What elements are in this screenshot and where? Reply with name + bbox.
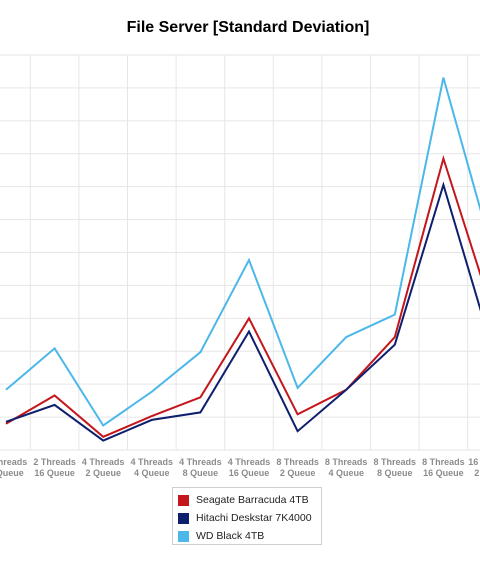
x-tick-label: 16 Queue bbox=[229, 468, 270, 478]
x-tick-label: 16 Queue bbox=[423, 468, 464, 478]
x-tick-label: 16 Queue bbox=[34, 468, 75, 478]
legend-label-wd: WD Black 4TB bbox=[196, 530, 265, 542]
x-tick-label: 4 Queue bbox=[328, 468, 364, 478]
x-tick-label: 16 Threads bbox=[468, 457, 480, 467]
legend-item-hitachi: Hitachi Deskstar 7K4000 bbox=[178, 509, 321, 527]
x-tick-label: 8 Threads bbox=[422, 457, 465, 467]
x-tick-label: 2 Queue bbox=[280, 468, 316, 478]
series-line-wd bbox=[5, 77, 480, 427]
legend: Seagate Barracuda 4TB Hitachi Deskstar 7… bbox=[172, 487, 322, 545]
series-lines bbox=[5, 77, 480, 442]
x-tick-label: 1 Queue bbox=[0, 468, 24, 478]
grid-lines bbox=[0, 54, 480, 451]
legend-swatch-seagate bbox=[178, 494, 189, 506]
series-line-hitachi bbox=[5, 181, 480, 442]
legend-label-hitachi: Hitachi Deskstar 7K4000 bbox=[196, 512, 312, 524]
x-tick-label: 2 Queue bbox=[85, 468, 121, 478]
x-tick-label: 4 Queue bbox=[134, 468, 170, 478]
x-tick-label: 8 Threads bbox=[325, 457, 368, 467]
x-tick-label: 2 Threads bbox=[33, 457, 76, 467]
x-tick-label: 2 Queue bbox=[474, 468, 480, 478]
x-tick-label: 8 Threads bbox=[374, 457, 417, 467]
legend-swatch-hitachi bbox=[178, 512, 189, 524]
legend-item-seagate: Seagate Barracuda 4TB bbox=[178, 491, 321, 509]
chart-title: File Server [Standard Deviation] bbox=[126, 19, 370, 36]
x-tick-label: 4 Threads bbox=[179, 457, 222, 467]
legend-swatch-wd bbox=[178, 530, 189, 542]
x-tick-label: 8 Queue bbox=[183, 468, 219, 478]
x-tick-label: 8 Threads bbox=[276, 457, 319, 467]
x-tick-label: 4 Threads bbox=[131, 457, 174, 467]
series-line-seagate bbox=[5, 154, 480, 438]
legend-label-seagate: Seagate Barracuda 4TB bbox=[196, 494, 309, 506]
x-tick-label: 8 Queue bbox=[377, 468, 413, 478]
legend-item-wd: WD Black 4TB bbox=[178, 527, 321, 545]
x-tick-label: 2 Threads bbox=[0, 457, 27, 467]
x-tick-label: 4 Threads bbox=[82, 457, 125, 467]
x-tick-label: 4 Threads bbox=[228, 457, 271, 467]
